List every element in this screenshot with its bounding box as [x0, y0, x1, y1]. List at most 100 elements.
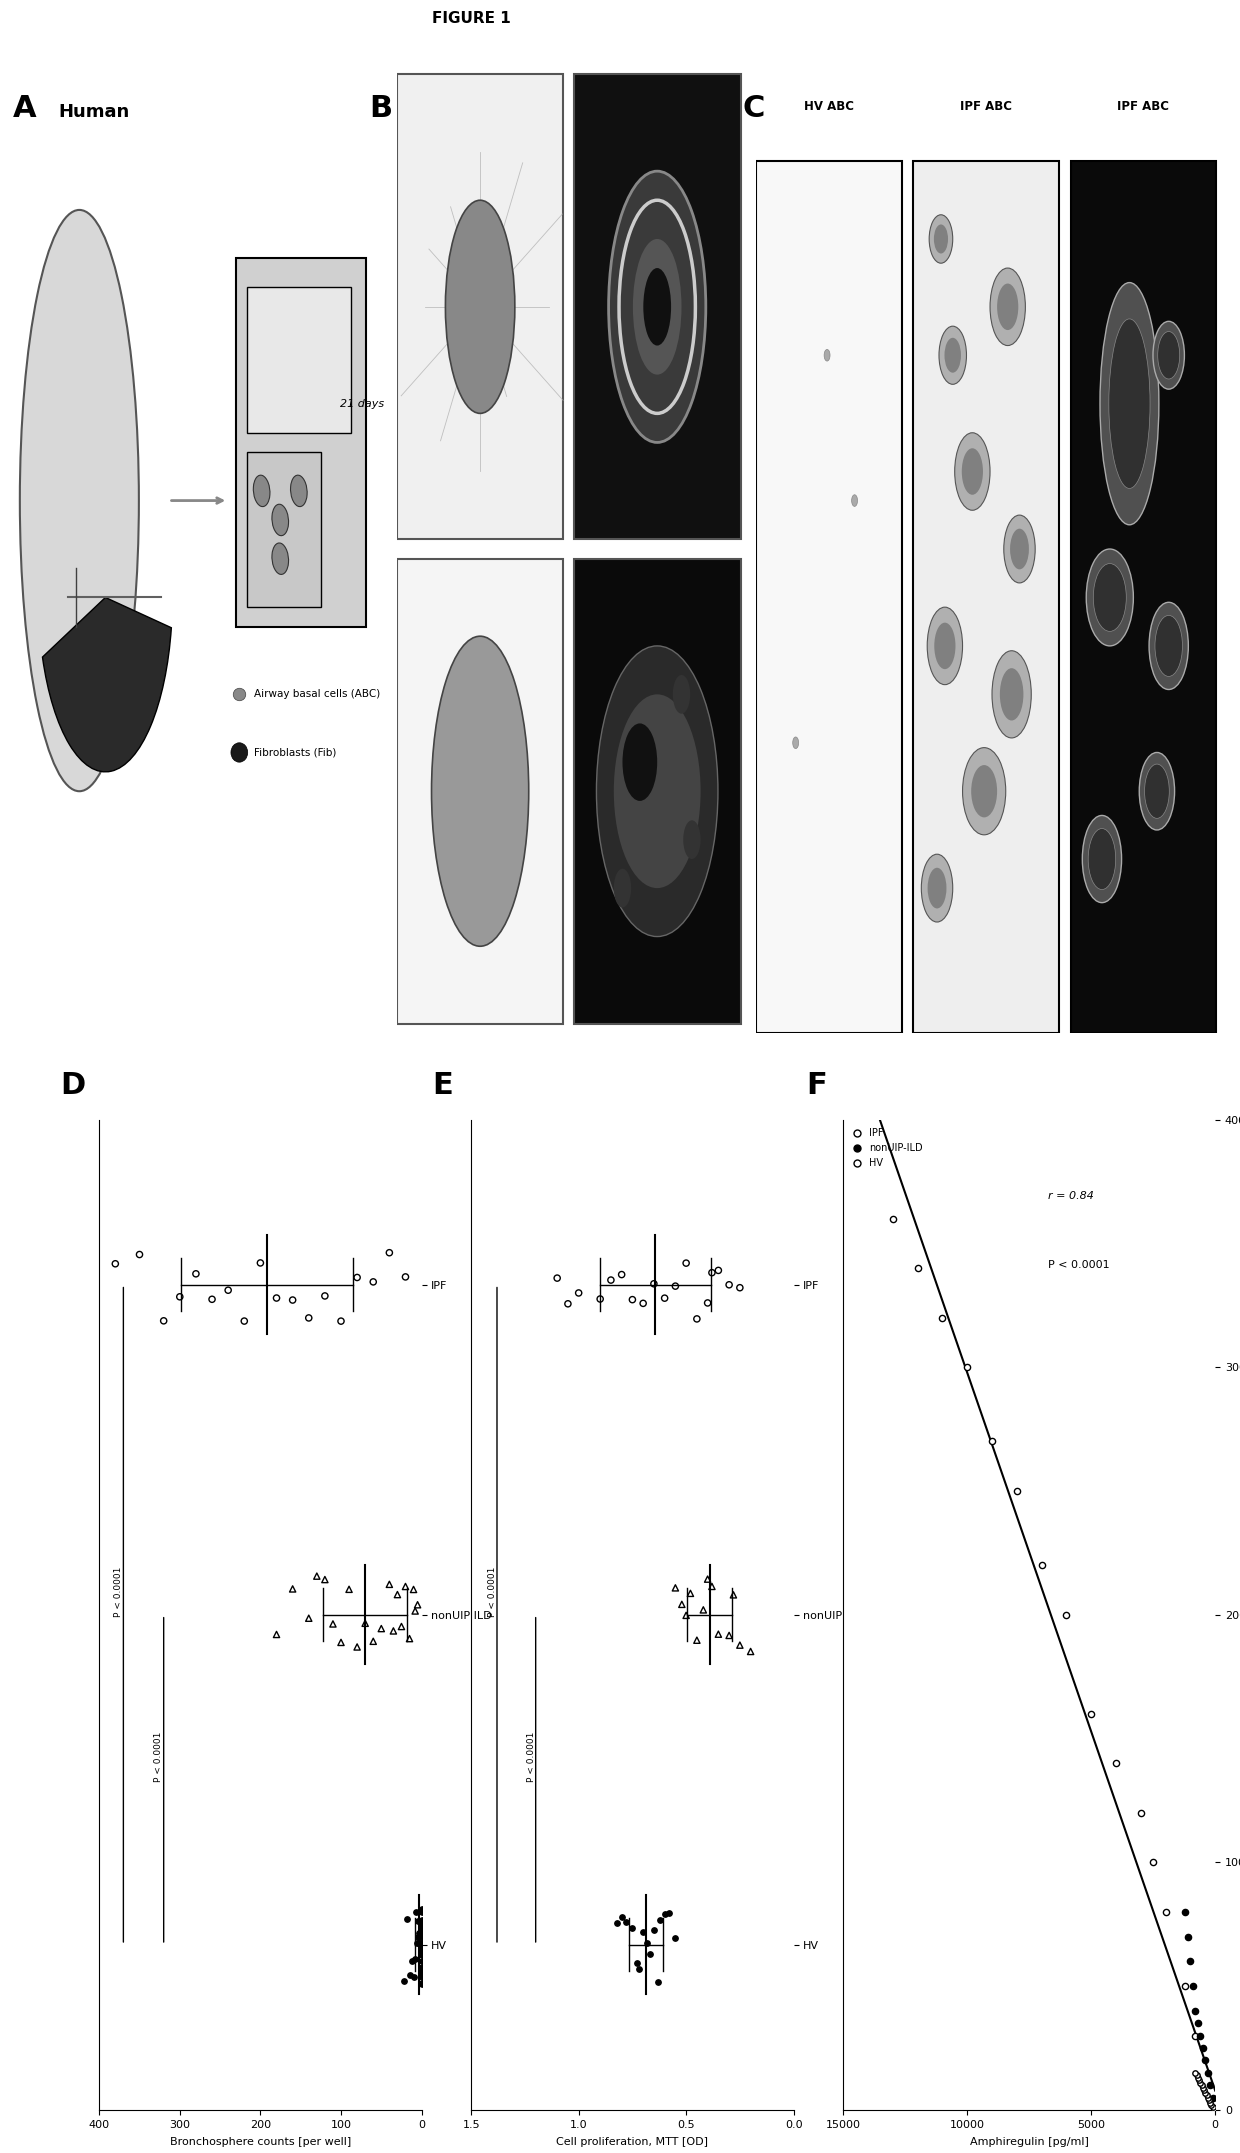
- nonUIP-ILD: [1185, 1994, 1205, 2028]
- IPF: [1106, 1746, 1126, 1781]
- Point: [412, 1918, 432, 1953]
- Text: E: E: [433, 1070, 454, 1100]
- Point: [283, 1572, 303, 1606]
- Point: [299, 1602, 319, 1636]
- Point: [644, 1912, 663, 1946]
- Point: [719, 1268, 739, 1303]
- Point: [404, 1572, 424, 1606]
- Point: [331, 1305, 351, 1339]
- IPF: [1007, 1473, 1027, 1507]
- Ellipse shape: [962, 747, 1006, 835]
- Point: [666, 1572, 686, 1606]
- Ellipse shape: [272, 543, 289, 575]
- Wedge shape: [42, 596, 171, 771]
- Point: [331, 1626, 351, 1660]
- Point: [399, 1959, 419, 1994]
- nonUIP-ILD: [1188, 2007, 1208, 2041]
- Point: [347, 1260, 367, 1294]
- Ellipse shape: [955, 433, 990, 510]
- Bar: [914, 161, 1059, 1033]
- HV: [1187, 2058, 1207, 2093]
- Point: [408, 1587, 428, 1621]
- Point: [640, 1938, 660, 1972]
- Text: Airway basal cells (ABC): Airway basal cells (ABC): [254, 689, 381, 700]
- Ellipse shape: [673, 676, 691, 715]
- Text: D: D: [61, 1070, 86, 1100]
- Point: [412, 1908, 432, 1942]
- Point: [569, 1277, 589, 1311]
- Text: IPF ABC: IPF ABC: [960, 99, 1012, 114]
- Ellipse shape: [1083, 816, 1122, 902]
- Text: P < 0.0001: P < 0.0001: [154, 1731, 162, 1783]
- Point: [616, 1905, 636, 1940]
- Point: [405, 1895, 425, 1929]
- Point: [410, 1927, 430, 1961]
- Point: [315, 1279, 335, 1313]
- Ellipse shape: [683, 820, 701, 859]
- IPF: [883, 1201, 903, 1236]
- Point: [412, 1905, 432, 1940]
- Point: [186, 1257, 206, 1292]
- Point: [412, 1948, 432, 1983]
- Point: [412, 1944, 432, 1979]
- Text: A: A: [12, 95, 36, 123]
- HV: [1199, 2082, 1219, 2116]
- Point: [634, 1285, 653, 1320]
- Point: [379, 1236, 399, 1270]
- Ellipse shape: [231, 743, 248, 762]
- nonUIP-ILD: [1195, 2043, 1215, 2078]
- Ellipse shape: [1100, 282, 1159, 525]
- IPF: [982, 1425, 1002, 1460]
- Point: [372, 1610, 392, 1645]
- Point: [218, 1272, 238, 1307]
- Point: [363, 1623, 383, 1658]
- HV: [1203, 2091, 1223, 2125]
- Point: [649, 1964, 668, 1998]
- Ellipse shape: [928, 607, 962, 685]
- Point: [412, 1927, 432, 1961]
- Point: [651, 1903, 671, 1938]
- Ellipse shape: [614, 870, 631, 909]
- Point: [672, 1587, 692, 1621]
- Bar: [574, 560, 740, 1025]
- Point: [267, 1617, 286, 1651]
- Ellipse shape: [990, 269, 1025, 347]
- Ellipse shape: [20, 211, 139, 792]
- Ellipse shape: [825, 349, 830, 362]
- Point: [412, 1927, 432, 1961]
- Point: [410, 1918, 430, 1953]
- nonUIP-ILD: [1190, 2020, 1210, 2054]
- Ellipse shape: [997, 284, 1018, 329]
- Point: [405, 1593, 425, 1628]
- Point: [601, 1264, 621, 1298]
- Point: [644, 1266, 663, 1300]
- Text: Human: Human: [58, 103, 130, 121]
- HV: [1202, 2088, 1221, 2123]
- Point: [412, 1914, 432, 1948]
- Ellipse shape: [596, 646, 718, 937]
- Point: [308, 1559, 327, 1593]
- Point: [347, 1630, 367, 1664]
- Point: [608, 1905, 627, 1940]
- nonUIP-ILD: [1176, 1895, 1195, 1929]
- Point: [730, 1270, 750, 1305]
- Bar: [397, 560, 563, 1025]
- Point: [383, 1615, 403, 1649]
- Ellipse shape: [1158, 332, 1179, 379]
- HV: [1198, 2080, 1218, 2114]
- Ellipse shape: [992, 650, 1032, 738]
- Ellipse shape: [1011, 530, 1029, 568]
- Ellipse shape: [1109, 319, 1149, 489]
- Point: [299, 1300, 319, 1335]
- Point: [412, 1959, 432, 1994]
- IPF: [1081, 1697, 1101, 1731]
- X-axis label: Cell proliferation, MTT [OD]: Cell proliferation, MTT [OD]: [557, 2136, 708, 2147]
- Point: [105, 1247, 125, 1281]
- Point: [412, 1914, 432, 1948]
- Ellipse shape: [939, 327, 966, 383]
- Point: [723, 1578, 743, 1613]
- IPF: [1156, 1895, 1176, 1929]
- Point: [629, 1953, 649, 1987]
- Point: [405, 1942, 425, 1976]
- HV: [1192, 2067, 1211, 2101]
